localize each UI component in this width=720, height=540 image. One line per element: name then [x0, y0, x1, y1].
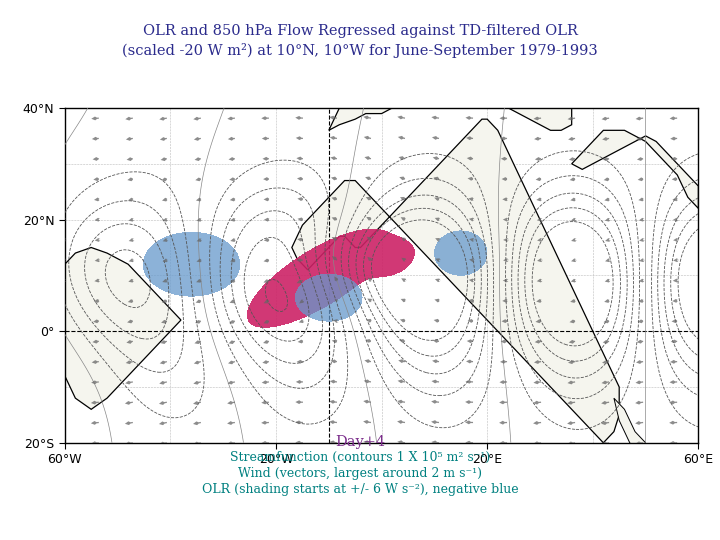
- Text: Streamfunction (contours 1 X 10⁵ m² s⁻¹): Streamfunction (contours 1 X 10⁵ m² s⁻¹): [230, 451, 490, 464]
- Polygon shape: [614, 398, 646, 454]
- Polygon shape: [329, 86, 572, 130]
- Polygon shape: [572, 130, 698, 208]
- Polygon shape: [65, 247, 181, 409]
- Text: OLR and 850 hPa Flow Regressed against TD-filtered OLR: OLR and 850 hPa Flow Regressed against T…: [143, 24, 577, 38]
- Text: (scaled -20 W m²) at 10°N, 10°W for June-September 1979-1993: (scaled -20 W m²) at 10°N, 10°W for June…: [122, 43, 598, 58]
- Text: OLR (shading starts at +/- 6 W s⁻²), negative blue: OLR (shading starts at +/- 6 W s⁻²), neg…: [202, 483, 518, 496]
- Text: Day+4: Day+4: [335, 435, 385, 449]
- Text: Wind (vectors, largest around 2 m s⁻¹): Wind (vectors, largest around 2 m s⁻¹): [238, 467, 482, 480]
- Polygon shape: [292, 119, 619, 443]
